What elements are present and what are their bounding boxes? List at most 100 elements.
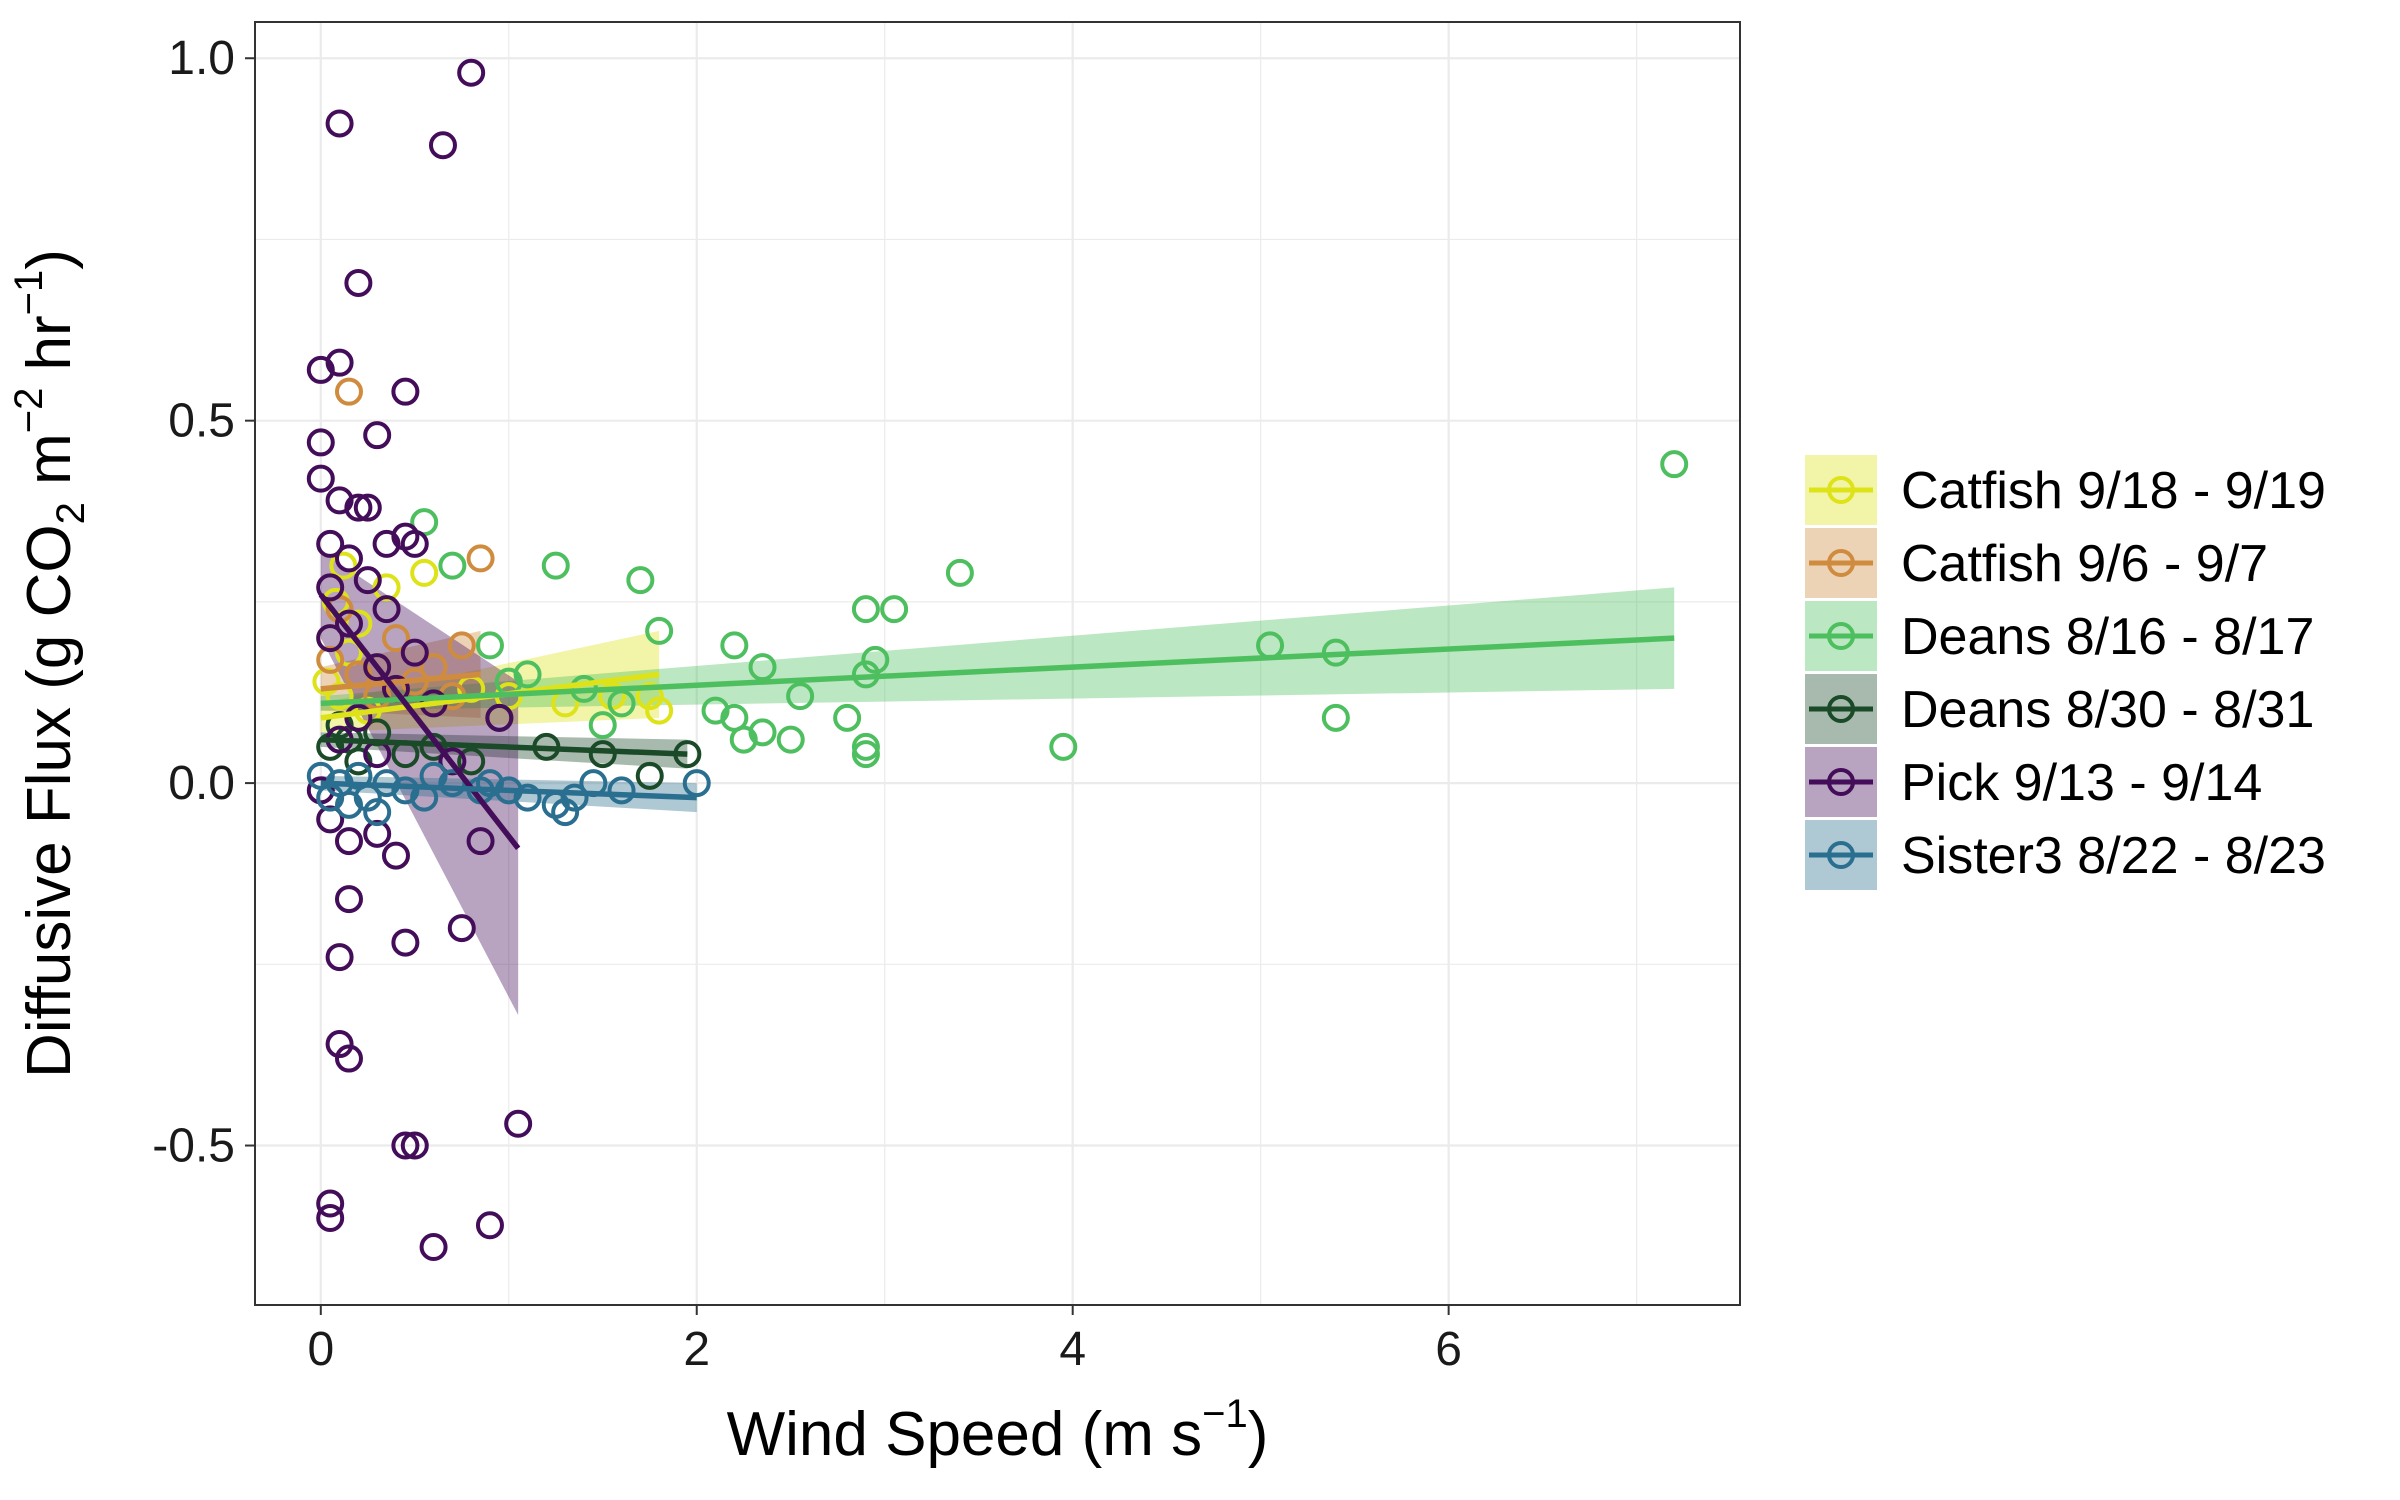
y-tick-label: -0.5 [152, 1120, 235, 1173]
data-point [419, 1233, 448, 1262]
data-point [353, 566, 382, 595]
fit-line [318, 592, 521, 851]
data-point [391, 928, 420, 957]
data-point [466, 544, 495, 573]
data-point [457, 747, 486, 776]
legend-label: Deans 8/16 - 8/17 [1901, 608, 2314, 666]
data-point [635, 761, 664, 790]
data-point [447, 631, 476, 660]
data-point [438, 747, 467, 776]
legend-key-point [1827, 622, 1855, 650]
legend-label: Sister3 8/22 - 8/23 [1901, 827, 2326, 885]
data-point [391, 1131, 420, 1160]
x-tick-label: 0 [307, 1323, 334, 1376]
data-point [626, 566, 655, 595]
data-point [776, 725, 805, 754]
data-point [344, 703, 373, 732]
legend-item: Sister3 8/22 - 8/23 [1805, 820, 2326, 890]
data-point [329, 551, 358, 580]
data-point [485, 703, 514, 732]
data-point [325, 109, 354, 138]
data-point [1049, 732, 1078, 761]
x-axis-title-main: Wind Speed (m s [727, 1400, 1203, 1469]
data-point [475, 769, 504, 798]
legend-label: Catfish 9/6 - 9/7 [1901, 535, 2268, 593]
axes: 0 2 4 6 -0.5 0.0 0.5 1.0 [152, 32, 1462, 1376]
fit-line [320, 736, 688, 757]
data-point [438, 551, 467, 580]
legend-item: Catfish 9/18 - 9/19 [1805, 455, 2326, 525]
data-point [588, 711, 617, 740]
y-tick-label: 0.5 [168, 395, 235, 448]
data-point [851, 595, 880, 624]
data-point [334, 544, 363, 573]
y-axis-title-pre: Diffusive Flux (g CO [15, 524, 84, 1078]
x-axis-title-close: ) [1248, 1400, 1269, 1469]
y-axis-title-close: ) [15, 249, 84, 270]
y-axis-title-sup2: −1 [7, 270, 51, 316]
data-point [316, 1204, 345, 1233]
data-point [786, 682, 815, 711]
data-point [701, 696, 730, 725]
data-point [447, 914, 476, 943]
data-point [400, 529, 429, 558]
data-point [381, 841, 410, 870]
legend: Catfish 9/18 - 9/19 Catfish 9/6 - 9/7 Dean… [1805, 455, 2326, 890]
data-point [1321, 703, 1350, 732]
data-point [833, 703, 862, 732]
data-point [851, 732, 880, 761]
y-axis-title: Diffusive Flux (g CO2 m−2 hr−1) [7, 249, 93, 1078]
data-point [334, 790, 363, 819]
data-point [372, 529, 401, 558]
data-point [400, 1131, 429, 1160]
x-tick-label: 4 [1059, 1323, 1086, 1376]
data-point [729, 725, 758, 754]
data-point [325, 348, 354, 377]
data-point [316, 624, 345, 653]
data-point [607, 776, 636, 805]
data-point [344, 268, 373, 297]
legend-item: Pick 9/13 - 9/14 [1805, 747, 2262, 817]
legend-key-point [1827, 476, 1855, 504]
data-point [880, 595, 909, 624]
data-point [400, 638, 429, 667]
legend-label: Catfish 9/18 - 9/19 [1901, 462, 2326, 520]
data-point [720, 631, 749, 660]
data-point [851, 740, 880, 769]
data-point [428, 131, 457, 160]
legend-key-point [1827, 695, 1855, 723]
y-tick-label: 1.0 [168, 32, 235, 85]
x-axis-title: Wind Speed (m s−1) [727, 1392, 1269, 1469]
data-point [325, 486, 354, 515]
data-point [316, 805, 345, 834]
legend-item: Deans 8/16 - 8/17 [1805, 601, 2314, 671]
data-point [334, 609, 363, 638]
data-point [475, 1211, 504, 1240]
data-point [353, 493, 382, 522]
data-point [475, 631, 504, 660]
legend-item: Catfish 9/6 - 9/7 [1805, 528, 2268, 598]
y-axis-title-mid2: hr [15, 315, 84, 387]
data-point [560, 783, 589, 812]
fit-line [320, 671, 481, 692]
legend-label: Deans 8/30 - 8/31 [1901, 681, 2314, 739]
data-point [363, 421, 392, 450]
data-point [513, 660, 542, 689]
data-point [391, 776, 420, 805]
legend-key-point [1827, 549, 1855, 577]
x-tick-label: 2 [683, 1323, 710, 1376]
data-point [306, 464, 335, 493]
confidence-band [320, 587, 1675, 711]
plot-panel-border [254, 21, 1741, 1306]
data-point [1660, 450, 1689, 479]
data-point [635, 682, 664, 711]
data-point [381, 624, 410, 653]
data-point [325, 1030, 354, 1059]
legend-label: Pick 9/13 - 9/14 [1901, 754, 2262, 812]
data-point [306, 428, 335, 457]
data-point [344, 493, 373, 522]
legend-key-point [1827, 768, 1855, 796]
data-point [325, 682, 354, 711]
data-point [316, 645, 345, 674]
